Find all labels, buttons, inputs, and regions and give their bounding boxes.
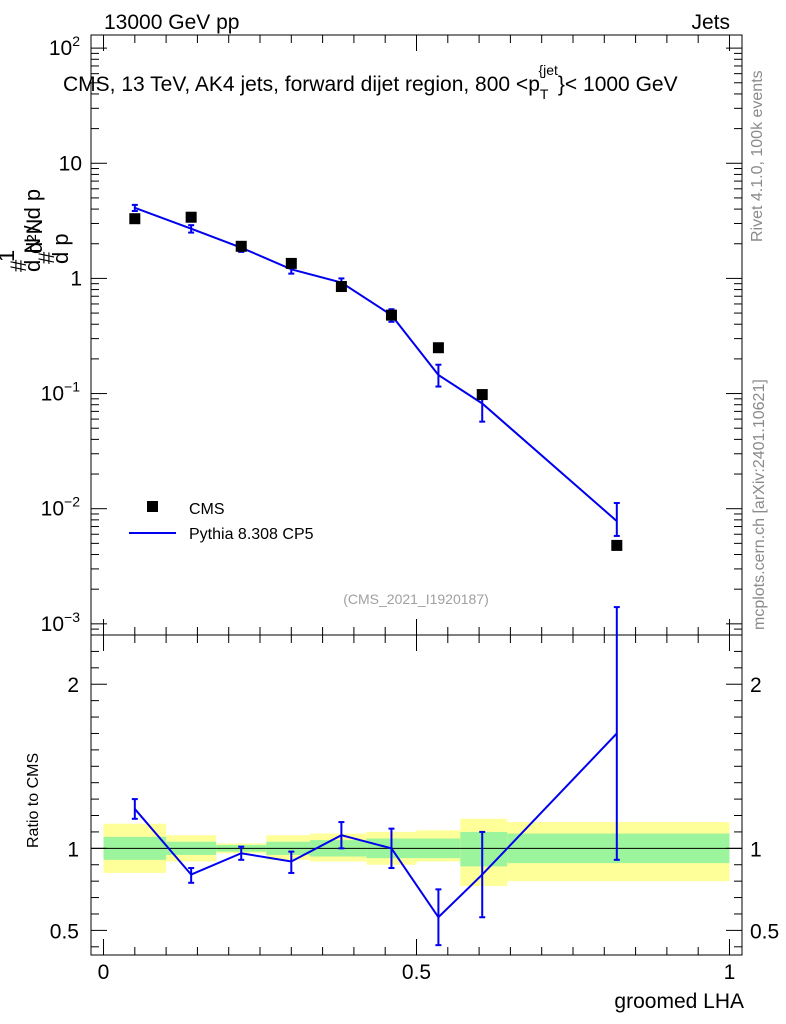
header-left-label: 13000 GeV pp <box>104 11 239 34</box>
legend-cms-label: CMS <box>189 501 225 518</box>
x-axis-label: groomed LHA <box>614 990 744 1013</box>
main-panel: 10−3 10−2 10−1 1 10 102 <box>41 33 743 636</box>
main-y-tick-label: 102 <box>49 33 80 60</box>
main-y-tick-label: 10−1 <box>41 379 81 406</box>
ratio-y-tick-label-left: 0.5 <box>50 920 79 943</box>
main-y-tick-label: 1 <box>70 267 82 290</box>
ratio-y-tick-label-right: 2 <box>750 674 762 697</box>
ratio-y-axis-label: Ratio to CMS <box>25 753 42 848</box>
pythia-series-line <box>134 206 618 522</box>
cms-data-point <box>611 539 623 551</box>
plot-title-sup: {jet <box>538 62 558 78</box>
analysis-id-label: (CMS_2021_I1920187) <box>343 591 489 607</box>
ratio-frame <box>90 634 743 956</box>
cms-data-point <box>335 281 347 293</box>
main-y-axis-label: # 1 d N / d p # d²N d p <box>0 189 73 272</box>
x-tick-label: 0.5 <box>402 961 431 984</box>
svg-text:# d²N d p: # d²N d p <box>22 212 73 264</box>
ratio-band-inner <box>460 831 508 867</box>
plot-title: CMS, 13 TeV, AK4 jets, forward dijet reg… <box>63 62 678 102</box>
cms-data-point <box>185 211 197 223</box>
legend-cms-marker <box>147 501 158 512</box>
legend-pythia-label: Pythia 8.308 CP5 <box>189 526 314 543</box>
side-mcplots-label: mcplots.cern.ch [arXiv:2401.10621] <box>751 379 768 630</box>
cms-data-point <box>285 257 297 269</box>
svg-text:# 1 d N / d p: # 1 d N / d p <box>0 189 45 272</box>
x-tick-label: 1 <box>724 961 736 984</box>
legend: CMS Pythia 8.308 CP5 <box>129 501 314 543</box>
main-y-tick-label: 10−3 <box>41 609 81 636</box>
cms-data-point <box>129 213 141 225</box>
x-tick-label: 0 <box>98 961 110 984</box>
main-y-tick-label: 10−2 <box>41 494 81 521</box>
ratio-y-tick-label-right: 0.5 <box>750 920 779 943</box>
side-rivet-label: Rivet 4.1.0, 100k events <box>749 70 766 242</box>
main-y-tick-label: 10 <box>59 152 82 175</box>
cms-data-point <box>476 389 488 401</box>
cms-data-point <box>432 342 444 354</box>
ratio-y-tick-label-right: 1 <box>750 838 762 861</box>
plot-title-main: CMS, 13 TeV, AK4 jets, forward dijet reg… <box>63 73 540 96</box>
header-right-label: Jets <box>691 11 730 34</box>
cms-data-point <box>235 240 247 252</box>
main-frame <box>90 34 743 636</box>
cms-data-point <box>385 309 397 321</box>
plot-title-sub: T <box>540 86 549 102</box>
ratio-y-tick-label-left: 2 <box>67 674 79 697</box>
ratio-panel: 0 0.5 1 0.5 0.5 1 1 2 2 <box>50 606 779 984</box>
plot-title-tail: }< 1000 GeV <box>558 73 678 96</box>
ratio-y-tick-label-left: 1 <box>67 838 79 861</box>
